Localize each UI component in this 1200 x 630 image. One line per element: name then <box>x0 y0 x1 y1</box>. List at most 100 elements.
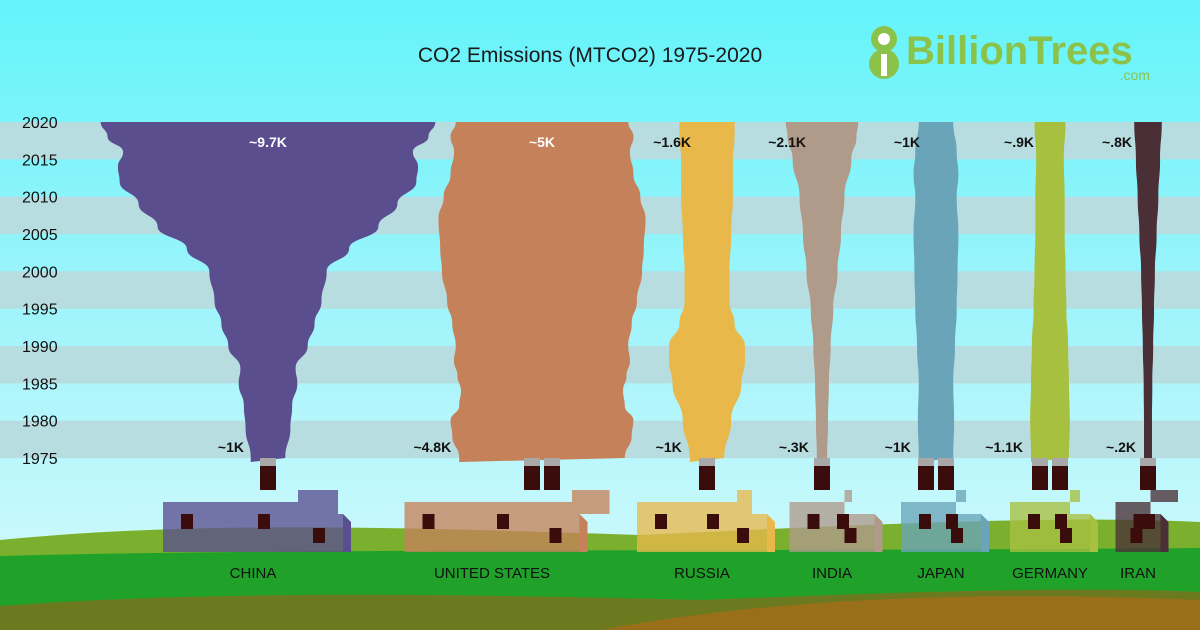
chimney <box>1140 466 1156 490</box>
year-tick-label: 1995 <box>22 302 58 319</box>
chimney <box>814 466 830 490</box>
country-label-india: INDIA <box>812 565 852 582</box>
start-value-label: ~1K <box>656 439 682 455</box>
factory-side <box>579 514 588 552</box>
chimney-cap <box>260 458 276 466</box>
logo-name: BillionTrees <box>906 29 1133 73</box>
factory-window <box>1028 514 1040 529</box>
value-labels: CHINA ~9.7K ~1K UNITED STATES ~5K ~4.8K RUSSIA… <box>218 134 1156 582</box>
chimney-cap <box>918 458 934 466</box>
hill-soil-dark <box>600 596 1200 630</box>
start-value-label: ~.3K <box>779 439 809 455</box>
year-tick-label: 1975 <box>22 451 58 468</box>
start-value-label: ~1.1K <box>985 439 1023 455</box>
year-tick-label: 2005 <box>22 227 58 244</box>
year-tick-label: 2020 <box>22 115 58 132</box>
factory-window <box>1133 514 1146 529</box>
country-label-germany: GERMANY <box>1012 565 1088 582</box>
factory-side <box>1160 514 1169 552</box>
factory-india <box>789 490 883 552</box>
factory-russia <box>637 490 775 552</box>
start-value-label: ~1K <box>885 439 911 455</box>
factory-window <box>549 528 562 543</box>
logo-domain: .com <box>1120 67 1150 83</box>
end-value-label: ~1K <box>894 134 920 150</box>
chimney-cap <box>1032 458 1048 466</box>
factory-window <box>919 514 931 529</box>
end-value-label: ~.8K <box>1102 134 1132 150</box>
factory-window <box>707 514 719 529</box>
plume-india <box>782 122 862 462</box>
factory-window <box>807 514 820 529</box>
start-value-label: ~.2K <box>1106 439 1136 455</box>
chimney-cap <box>524 458 540 466</box>
country-label-russia: RUSSIA <box>674 565 730 582</box>
chimney <box>524 466 540 490</box>
factory-japan <box>901 490 989 552</box>
factory-window <box>258 514 270 529</box>
factory-window <box>313 528 325 543</box>
year-tick-label: 1990 <box>22 339 58 356</box>
year-tick-label: 1985 <box>22 376 58 393</box>
factory-china <box>163 490 351 552</box>
chimney <box>699 466 715 490</box>
factory-iran <box>1115 490 1178 552</box>
factory-side <box>1090 514 1098 552</box>
end-value-label: ~.9K <box>1004 134 1034 150</box>
factory-side <box>343 514 351 552</box>
plume-russia <box>669 122 745 462</box>
factory-united-states <box>404 490 610 552</box>
factory-body <box>163 490 343 552</box>
year-tick-label: 2000 <box>22 264 58 281</box>
chimney <box>260 466 276 490</box>
end-value-label: ~2.1K <box>768 134 806 150</box>
year-tick-label: 1980 <box>22 414 58 431</box>
chimney <box>1032 466 1048 490</box>
year-tick-label: 2015 <box>22 152 58 169</box>
plume-japan <box>913 122 959 462</box>
factory-window <box>837 514 849 529</box>
factory-window <box>497 514 509 529</box>
tree-icon <box>869 26 899 79</box>
factory-window <box>951 528 963 543</box>
factory-window <box>737 528 749 543</box>
country-label-united-states: UNITED STATES <box>434 565 550 582</box>
chimney-cap <box>1140 458 1156 466</box>
chimney-cap <box>699 458 715 466</box>
factory-window <box>1130 528 1143 543</box>
start-value-label: ~4.8K <box>413 439 451 455</box>
factory-window <box>844 528 857 543</box>
plume-united-states <box>438 122 646 462</box>
plume-germany <box>1030 122 1070 462</box>
chimney <box>1052 466 1068 490</box>
chimney <box>918 466 934 490</box>
factory-body <box>637 490 767 552</box>
country-label-japan: JAPAN <box>917 565 964 582</box>
factory-side <box>874 514 883 552</box>
factory-window <box>181 514 193 529</box>
plumes <box>97 122 1165 462</box>
logo: BillionTrees .com <box>869 26 1150 83</box>
chimney <box>938 466 954 490</box>
factory-window <box>1143 514 1155 529</box>
plume-china <box>97 122 439 462</box>
chimney-cap <box>938 458 954 466</box>
chimney-cap <box>814 458 830 466</box>
chimney <box>544 466 560 490</box>
factory-window <box>1055 514 1067 529</box>
factory-window <box>946 514 958 529</box>
year-tick-label: 2010 <box>22 190 58 207</box>
chart-title: CO2 Emissions (MTCO2) 1975-2020 <box>418 44 762 67</box>
factory-side <box>767 514 775 552</box>
factory-side <box>981 514 989 552</box>
factory-germany <box>1010 490 1098 552</box>
factory-window <box>655 514 667 529</box>
end-value-label: ~1.6K <box>653 134 691 150</box>
factory-window <box>1060 528 1072 543</box>
end-value-label: ~5K <box>529 134 555 150</box>
country-label-iran: IRAN <box>1120 565 1156 582</box>
factory-window <box>422 514 435 529</box>
chimney-cap <box>544 458 560 466</box>
start-value-label: ~1K <box>218 439 244 455</box>
